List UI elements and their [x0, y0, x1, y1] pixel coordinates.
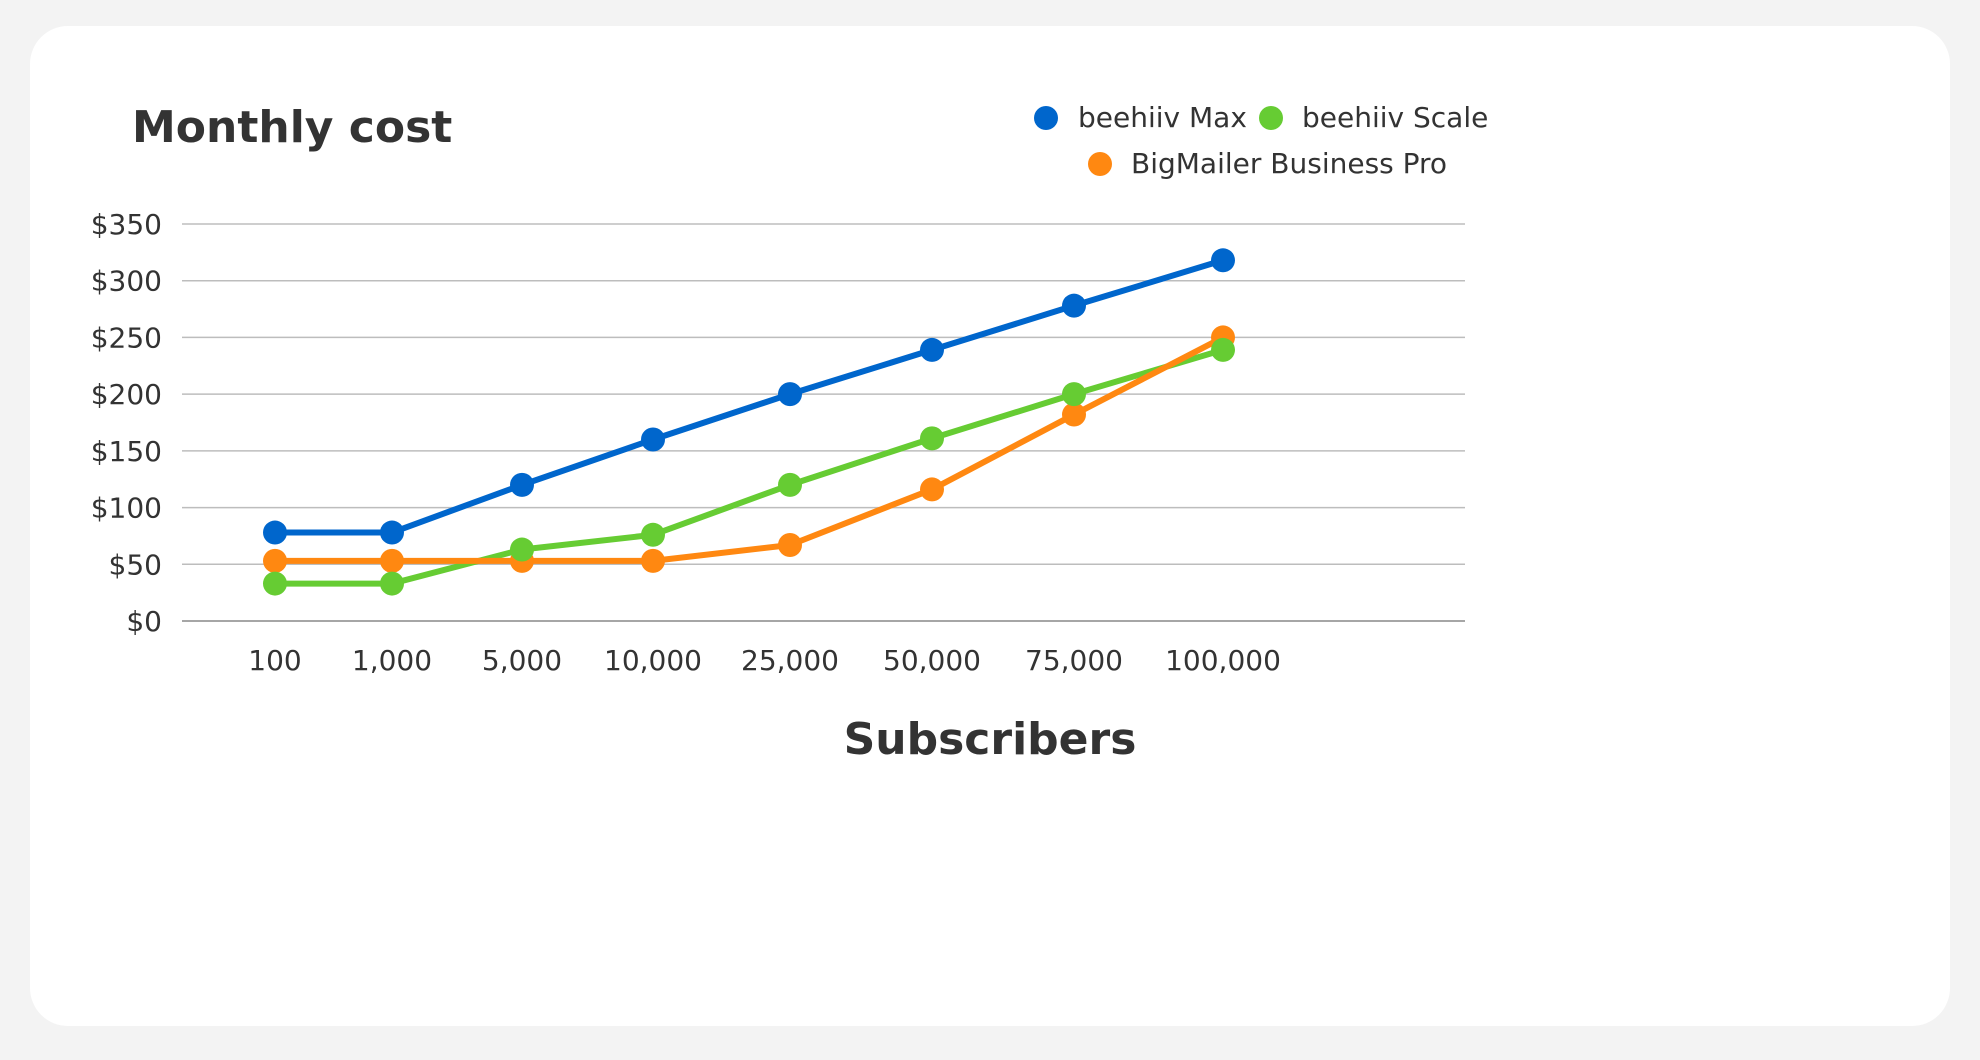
- series-line-2: [272, 334, 1226, 564]
- data-point: [1211, 337, 1235, 362]
- data-point: [510, 537, 534, 562]
- y-tick-label: $100: [91, 492, 162, 525]
- data-point: [778, 382, 802, 407]
- data-point: [778, 472, 802, 497]
- data-point: [380, 571, 404, 596]
- legend-label: beehiiv Scale: [1302, 101, 1488, 134]
- data-point: [641, 548, 665, 573]
- y-tick-label: $250: [91, 321, 162, 354]
- data-point: [1211, 248, 1235, 273]
- data-point: [920, 477, 944, 502]
- series-points: [263, 248, 1235, 596]
- legend-label: BigMailer Business Pro: [1131, 147, 1447, 180]
- chart-card: Monthly cost beehiiv Max beehiiv Scale Big…: [30, 26, 1950, 1026]
- data-point: [920, 426, 944, 451]
- data-point: [263, 520, 287, 545]
- data-point: [380, 548, 404, 573]
- y-tick-label: $200: [91, 378, 162, 411]
- legend-marker: [1259, 106, 1283, 130]
- legend-marker: [1088, 152, 1112, 176]
- data-point: [1062, 382, 1086, 407]
- legend: beehiiv Max beehiiv Scale BigMailer Busine…: [1034, 101, 1488, 180]
- chart-title: Monthly cost: [132, 102, 452, 153]
- data-point: [641, 522, 665, 547]
- data-point: [1062, 402, 1086, 427]
- y-tick-label: $350: [91, 208, 162, 241]
- line-chart: Monthly cost beehiiv Max beehiiv Scale Big…: [91, 101, 1489, 765]
- y-tick-label: $300: [91, 265, 162, 298]
- data-point: [641, 427, 665, 452]
- x-tick-label: 5,000: [482, 644, 562, 677]
- y-tick-label: $150: [91, 435, 162, 468]
- x-tick-label: 25,000: [741, 644, 839, 677]
- x-tick-label: 50,000: [883, 644, 981, 677]
- data-point: [263, 548, 287, 573]
- legend-marker: [1034, 106, 1058, 130]
- x-tick-label: 100: [248, 644, 301, 677]
- x-axis-label: Subscribers: [844, 714, 1137, 765]
- x-tick-label: 75,000: [1025, 644, 1123, 677]
- x-axis: 100 1,000 5,000 10,000 25,000 50,000 75,000 100…: [248, 644, 1281, 677]
- data-point: [1062, 293, 1086, 318]
- legend-label: beehiiv Max: [1078, 101, 1247, 134]
- x-tick-label: 10,000: [604, 644, 702, 677]
- series-lines: [272, 257, 1226, 587]
- x-tick-label: 100,000: [1165, 644, 1281, 677]
- data-point: [380, 520, 404, 545]
- data-point: [920, 337, 944, 362]
- data-point: [778, 533, 802, 558]
- data-point: [510, 472, 534, 497]
- y-tick-label: $50: [109, 548, 162, 581]
- data-point: [263, 571, 287, 596]
- series-line-0: [272, 257, 1226, 536]
- y-axis: $0 $50 $100 $150 $200 $250 $300 $350: [91, 208, 162, 638]
- series-line-1: [272, 346, 1226, 587]
- x-tick-label: 1,000: [352, 644, 432, 677]
- y-tick-label: $0: [126, 605, 162, 638]
